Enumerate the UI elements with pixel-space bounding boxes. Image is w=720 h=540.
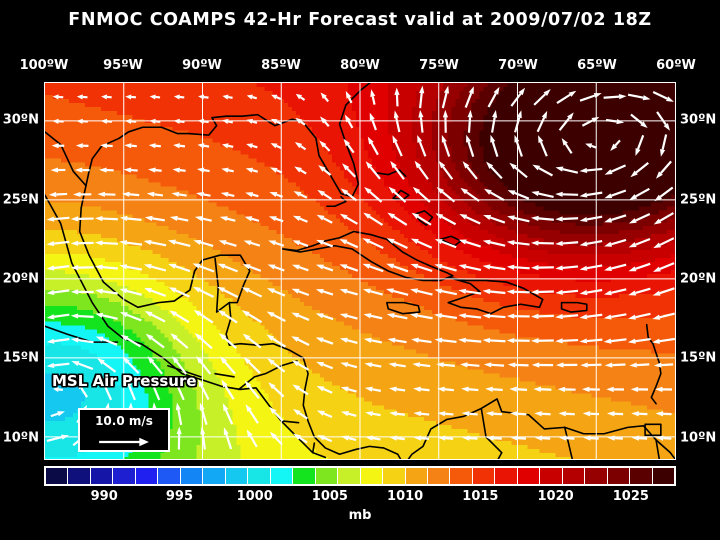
longitude-axis: 100ºW 95ºW 90ºW 85ºW 80ºW 75ºW 70ºW 65ºW 60ºW xyxy=(20,58,696,76)
latitude-tick-label: 20ºN xyxy=(680,271,717,287)
longitude-tick-label: 90ºW xyxy=(182,58,222,73)
latitude-tick-label: 20ºN xyxy=(2,271,39,287)
latitude-tick-label: 15ºN xyxy=(2,350,39,366)
longitude-tick-label: 65ºW xyxy=(577,58,617,73)
colorbar-swatch xyxy=(607,468,631,484)
colorbar-tick-label: 1010 xyxy=(387,489,424,504)
latitude-axis-right: 30ºN 25ºN 20ºN 15ºN 10ºN xyxy=(678,82,720,460)
longitude-tick-label: 60ºW xyxy=(656,58,696,73)
colorbar-swatch xyxy=(562,468,586,484)
wind-vector-legend: 10.0 m/s xyxy=(78,408,170,452)
longitude-tick-label: 75ºW xyxy=(419,58,459,73)
colorbar-swatch xyxy=(405,468,428,484)
longitude-tick-label: 85ºW xyxy=(261,58,301,73)
latitude-axis-left: 30ºN 25ºN 20ºN 15ºN 10ºN xyxy=(0,82,42,460)
colorbar-tick-label: 1015 xyxy=(462,489,499,504)
colorbar-swatch xyxy=(180,468,204,484)
latitude-tick-label: 25ºN xyxy=(680,192,717,208)
colorbar-tick-label: 1020 xyxy=(537,489,574,504)
colorbar-swatch xyxy=(203,468,226,484)
colorbar-swatch xyxy=(113,468,136,484)
colorbar-swatch xyxy=(450,468,473,484)
latitude-tick-label: 25ºN xyxy=(2,192,39,208)
map-panel[interactable] xyxy=(44,82,676,460)
longitude-tick-label: 100ºW xyxy=(19,58,69,73)
colorbar xyxy=(44,466,676,486)
colorbar-tick-label: 1000 xyxy=(236,489,273,504)
colorbar-tick-label: 990 xyxy=(90,489,118,504)
colorbar-swatch xyxy=(90,468,114,484)
colorbar-tick-label: 995 xyxy=(165,489,193,504)
pressure-field-canvas xyxy=(45,83,675,459)
colorbar-swatch xyxy=(427,468,451,484)
latitude-tick-label: 15ºN xyxy=(680,350,717,366)
colorbar-swatch xyxy=(652,468,675,484)
colorbar-swatch xyxy=(68,468,91,484)
colorbar-swatch xyxy=(540,468,563,484)
colorbar-swatch xyxy=(585,468,608,484)
colorbar-swatch xyxy=(158,468,181,484)
colorbar-swatch xyxy=(270,468,294,484)
colorbar-swatch xyxy=(472,468,496,484)
colorbar-swatch xyxy=(495,468,518,484)
colorbar-swatch xyxy=(135,468,159,484)
colorbar-swatch xyxy=(248,468,271,484)
colorbar-tick-labels: 990 995 1000 1005 1010 1015 1020 1025 xyxy=(44,489,676,507)
colorbar-swatch xyxy=(315,468,339,484)
latitude-tick-label: 30ºN xyxy=(680,112,717,128)
colorbar-tick-label: 1005 xyxy=(311,489,348,504)
longitude-tick-label: 70ºW xyxy=(498,58,538,73)
colorbar-swatch xyxy=(293,468,316,484)
coastlines xyxy=(45,83,675,459)
colorbar-swatch xyxy=(383,468,406,484)
latitude-tick-label: 10ºN xyxy=(680,430,717,446)
colorbar-swatch xyxy=(338,468,361,484)
colorbar-swatch xyxy=(517,468,541,484)
colorbar-units-label: mb xyxy=(348,508,372,523)
colorbar-swatch xyxy=(46,468,69,484)
colorbar-swatch xyxy=(360,468,384,484)
colorbar-tick-label: 1025 xyxy=(612,489,649,504)
latitude-tick-label: 10ºN xyxy=(2,430,39,446)
longitude-tick-label: 95ºW xyxy=(103,58,143,73)
right-arrow-icon xyxy=(99,437,149,447)
colorbar-swatch xyxy=(225,468,249,484)
latitude-tick-label: 30ºN xyxy=(2,112,39,128)
page-title: FNMOC COAMPS 42-Hr Forecast valid at 200… xyxy=(68,10,652,30)
longitude-tick-label: 80ºW xyxy=(340,58,380,73)
colorbar-swatch xyxy=(630,468,653,484)
wind-vector-legend-label: 10.0 m/s xyxy=(95,414,153,428)
wind-vectors xyxy=(46,85,675,450)
